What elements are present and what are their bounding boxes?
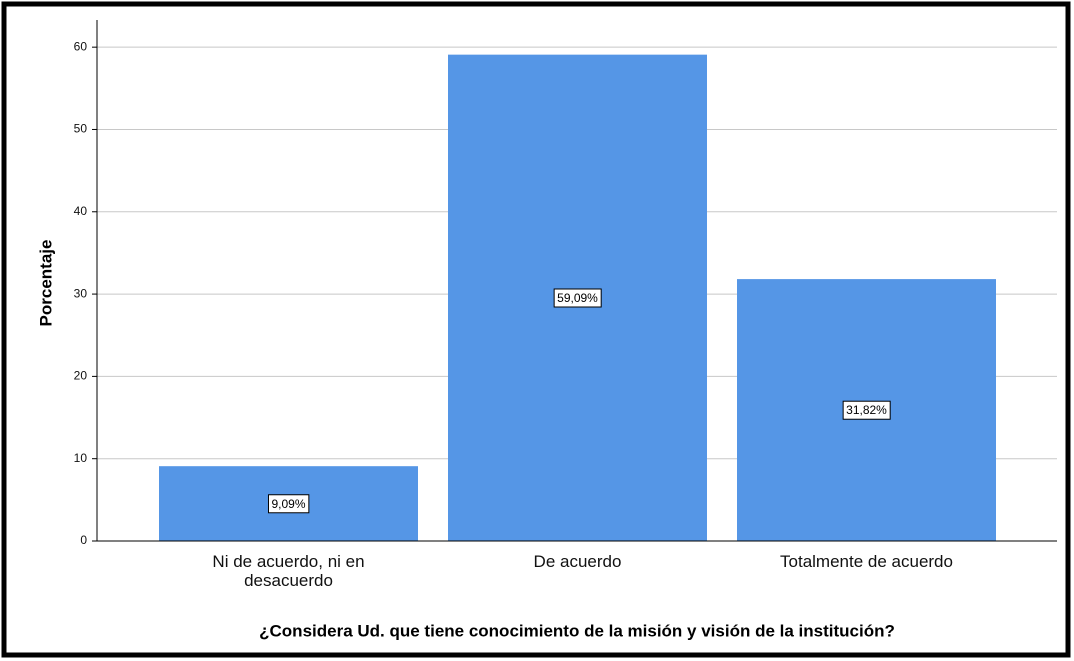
x-tick-label: Totalmente de acuerdo [780,552,953,571]
data-label: 9,09% [271,497,305,511]
y-tick-label: 20 [74,369,88,383]
data-label: 59,09% [557,291,598,305]
y-tick-label: 50 [74,122,88,136]
y-tick-label: 0 [80,533,87,547]
y-tick-label: 10 [74,451,88,465]
x-axis-title: ¿Considera Ud. que tiene conocimiento de… [259,621,895,640]
y-tick-label: 40 [74,204,88,218]
y-tick-label: 30 [74,286,88,300]
data-label: 31,82% [846,403,887,417]
data-label-box [842,400,891,420]
data-label-box [553,288,602,308]
y-axis-title: Porcentaje [36,240,55,327]
y-tick-label: 60 [74,39,88,53]
x-tick-label: De acuerdo [533,552,622,571]
data-label-box [267,494,310,514]
x-tick-label: Ni de acuerdo, ni en desacuerdo [212,552,365,590]
